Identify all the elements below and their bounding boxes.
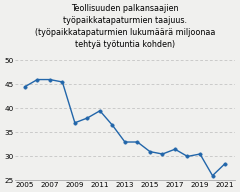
Title: Teollisuuden palkansaajien
työpaikkatapaturmien taajuus.
(työpaikkatapaturmien l: Teollisuuden palkansaajien työpaikkatapa… [35,4,215,49]
